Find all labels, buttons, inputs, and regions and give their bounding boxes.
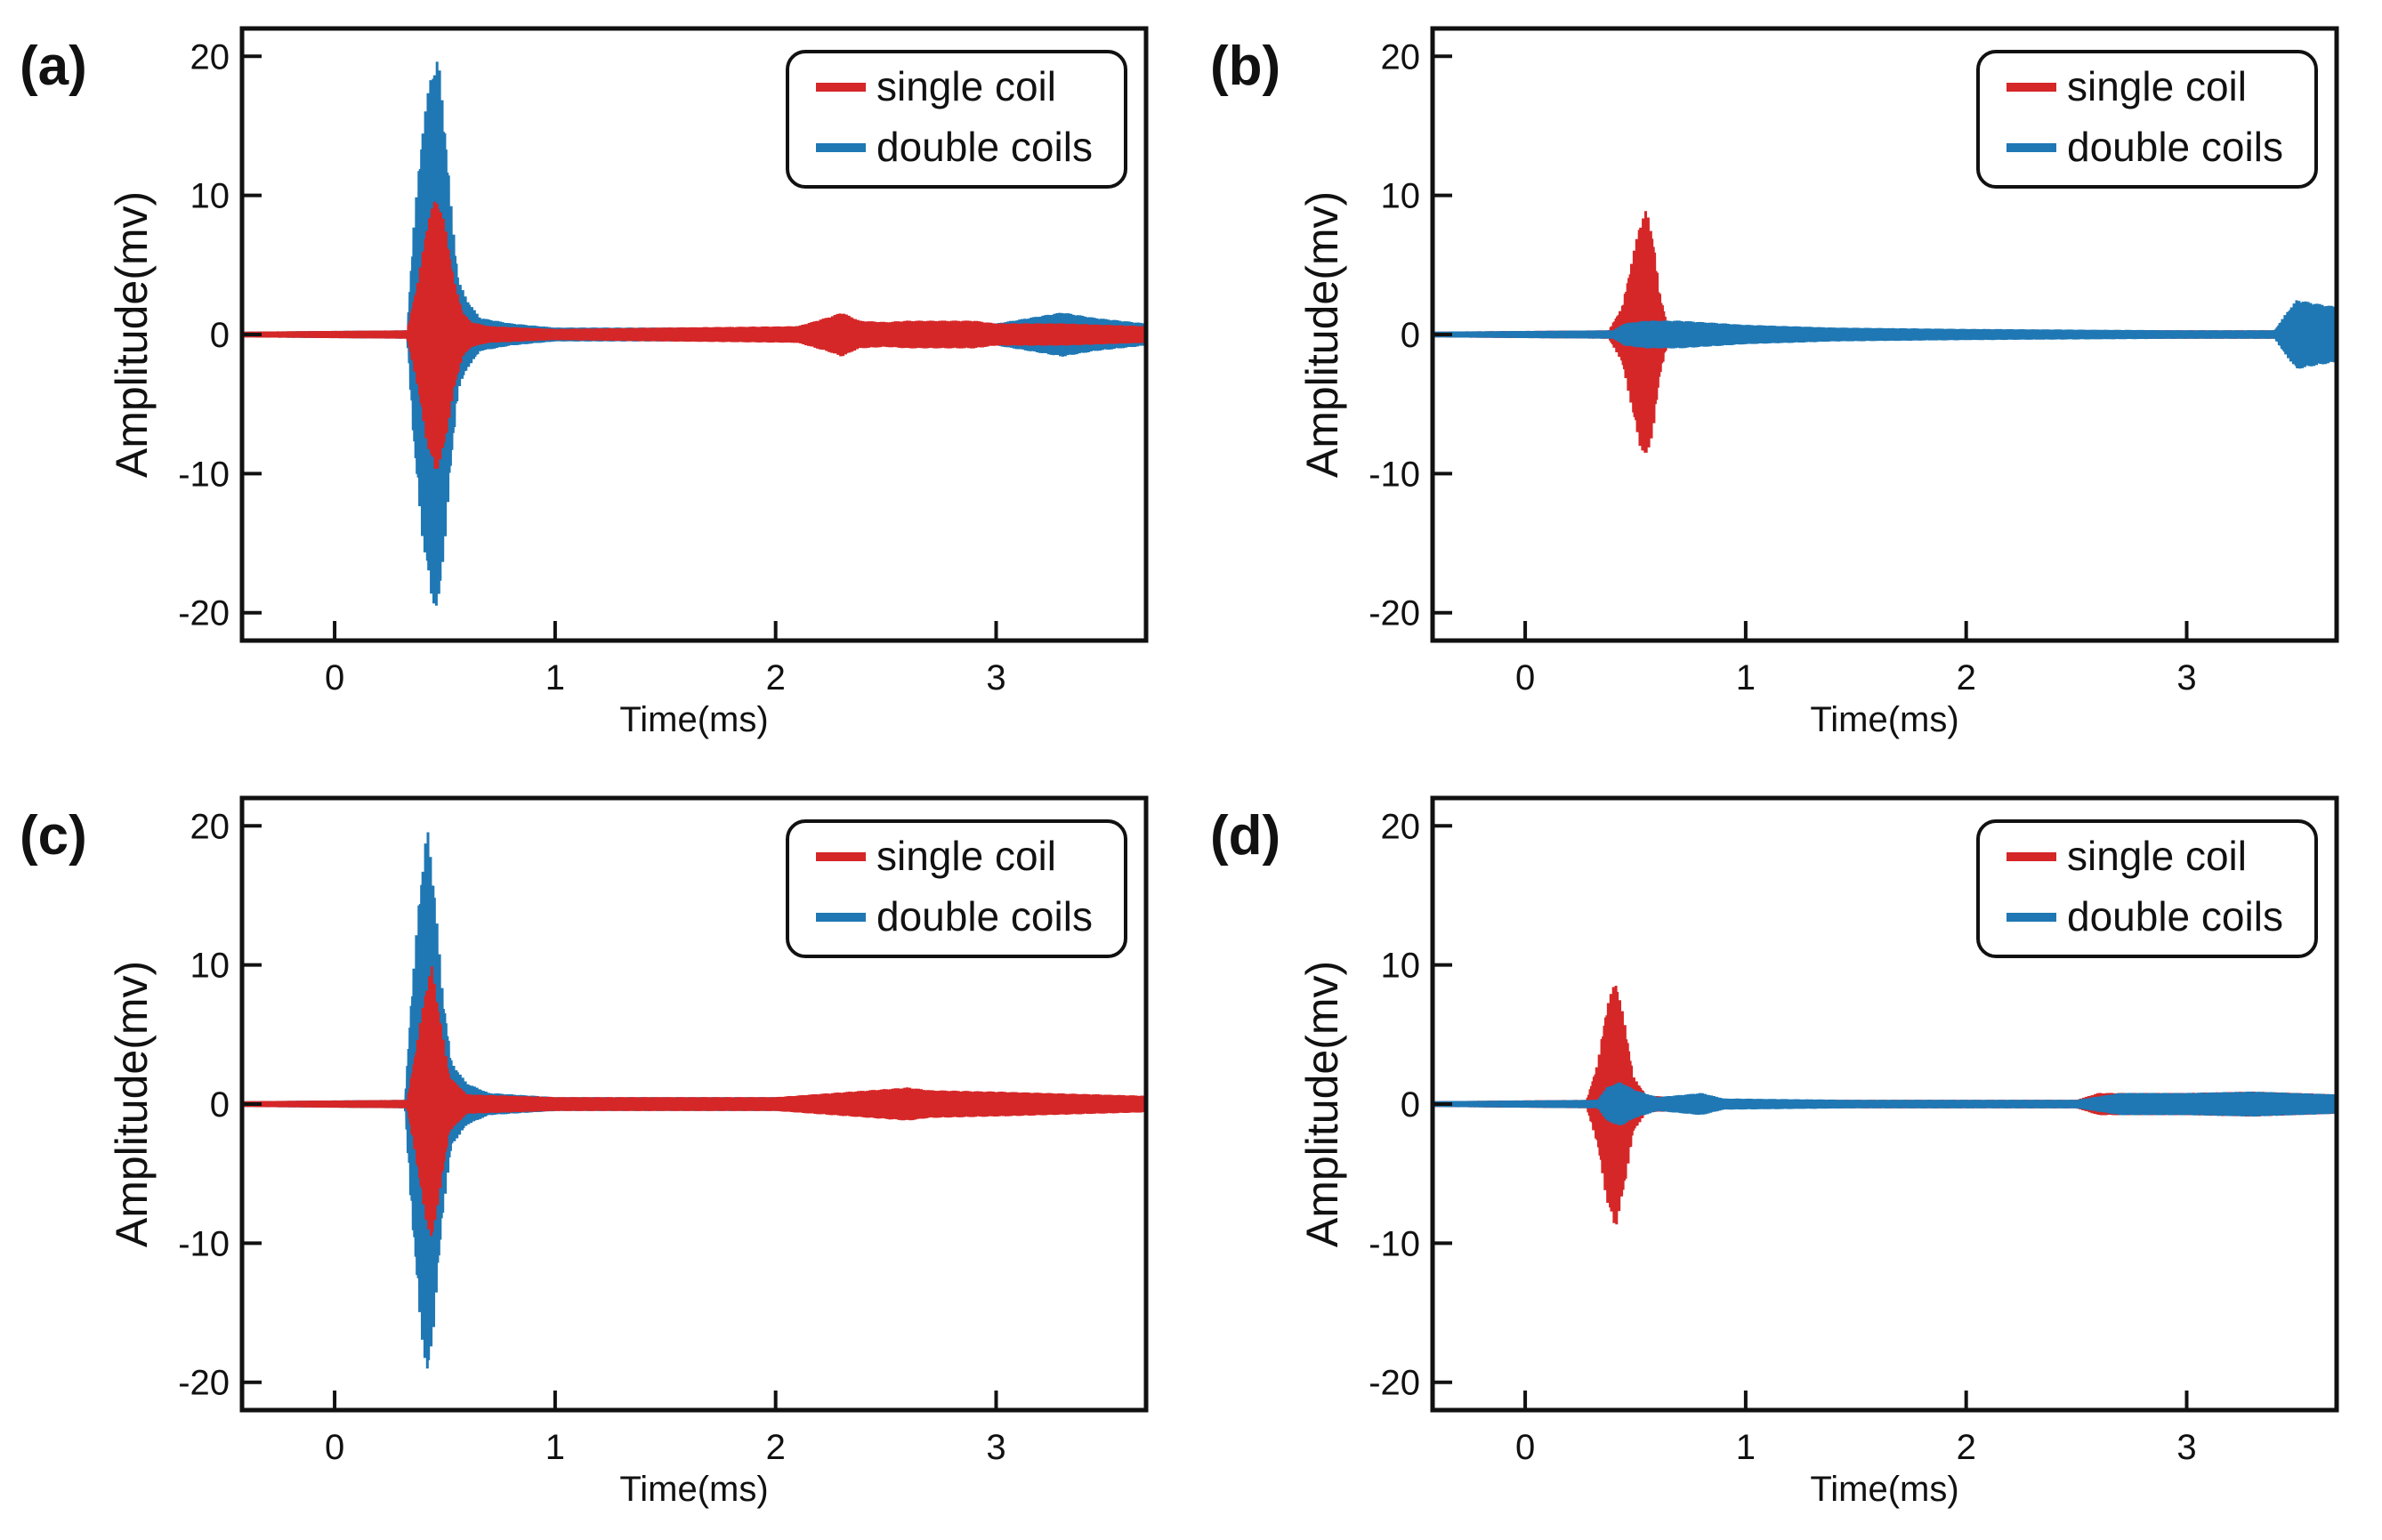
x-tick-label: 3	[986, 1428, 1005, 1467]
y-tick-label: -10	[1369, 1224, 1420, 1263]
y-axis-label: Amplitude(mv)	[1297, 191, 1347, 478]
panel-d: (d) 0 1 2 3 20 10 0 -10 -20 Time(ms) Amplitude(mv) s…	[1191, 770, 2381, 1539]
y-axis-label: Amplitude(mv)	[1297, 961, 1347, 1247]
y-tick-label: 10	[190, 177, 230, 216]
panel-label: (d)	[1210, 805, 1280, 867]
chart-svg: (b) 0 1 2 3 20 10 0 -10 -20 Time(ms) Amplitude(mv) s…	[1210, 26, 2339, 739]
y-tick-label: 10	[1381, 947, 1421, 986]
y-tick-label: 20	[190, 37, 230, 77]
panel-label: (a)	[20, 36, 87, 97]
x-tick-label: 0	[325, 658, 344, 697]
x-axis-label: Time(ms)	[619, 700, 768, 739]
panel-label: (c)	[20, 805, 87, 867]
x-tick-label: 3	[2176, 1428, 2196, 1467]
legend: single coil double coils	[786, 50, 1127, 189]
y-axis-label: Amplitude(mv)	[107, 191, 157, 478]
legend-box	[1976, 819, 2318, 958]
y-tick-label: -10	[1369, 455, 1420, 494]
legend: single coil double coils	[1976, 50, 2318, 189]
x-tick-label: 2	[1957, 658, 1976, 697]
x-tick-label: 0	[1515, 1428, 1535, 1467]
x-axis-label: Time(ms)	[1810, 1470, 1958, 1509]
legend-label: double coils	[2067, 124, 2283, 170]
x-tick-label: 1	[1736, 1428, 1756, 1467]
legend-box	[1976, 50, 2318, 189]
chart-svg: (c) 0 1 2 3 20 10 0 -10 -20 Time(ms) Amplitude(mv) s…	[20, 795, 1149, 1509]
series-line-single-coil	[242, 966, 1146, 1237]
x-tick-label: 3	[2176, 658, 2196, 697]
panel-b: (b) 0 1 2 3 20 10 0 -10 -20 Time(ms) Amplitude(mv) s…	[1191, 0, 2381, 770]
y-tick-label: 0	[1401, 1085, 1420, 1125]
y-tick-label: -20	[178, 594, 230, 633]
legend-label: single coil	[876, 63, 1056, 109]
x-tick-label: 0	[325, 1428, 344, 1467]
y-tick-label: 10	[1381, 177, 1421, 216]
x-axis-label: Time(ms)	[1810, 700, 1958, 739]
x-tick-label: 1	[1736, 658, 1756, 697]
legend-box	[786, 819, 1127, 958]
legend-box	[786, 50, 1127, 189]
panel-c: (c) 0 1 2 3 20 10 0 -10 -20 Time(ms) Amplitude(mv) s…	[0, 770, 1191, 1539]
panel-label: (b)	[1210, 36, 1280, 97]
y-tick-label: -10	[178, 1224, 230, 1263]
x-tick-label: 1	[545, 658, 565, 697]
y-tick-label: -10	[178, 455, 230, 494]
legend-label: single coil	[876, 833, 1056, 879]
y-tick-label: 20	[1381, 807, 1421, 846]
chart-svg: (d) 0 1 2 3 20 10 0 -10 -20 Time(ms) Amplitude(mv) s…	[1210, 795, 2339, 1509]
panel-a: (a) 0 1 2 3 20 10 0 -10 -20 Time(ms) Amplitude(mv) s…	[0, 0, 1191, 770]
y-tick-label: 0	[1401, 316, 1420, 355]
series-line-double-coils	[1433, 1082, 2337, 1125]
y-tick-label: 20	[1381, 37, 1421, 77]
series-line-double-coils	[1433, 300, 2337, 369]
x-tick-label: 1	[545, 1428, 565, 1467]
x-tick-label: 2	[766, 1428, 786, 1467]
y-axis-label: Amplitude(mv)	[107, 961, 157, 1247]
y-tick-label: -20	[1369, 1364, 1420, 1403]
legend-label: double coils	[876, 124, 1093, 170]
y-tick-label: -20	[178, 1364, 230, 1403]
y-tick-label: 10	[190, 947, 230, 986]
x-tick-label: 0	[1515, 658, 1535, 697]
x-tick-label: 2	[766, 658, 786, 697]
legend: single coil double coils	[1976, 819, 2318, 958]
y-tick-label: 0	[210, 316, 230, 355]
x-tick-label: 3	[986, 658, 1005, 697]
y-tick-label: 20	[190, 807, 230, 846]
chart-svg: (a) 0 1 2 3 20 10 0 -10 -20 Time(ms) Amplitude(mv) s…	[20, 26, 1149, 739]
y-tick-label: -20	[1369, 594, 1420, 633]
series-line-single-coil	[242, 201, 1146, 470]
y-tick-label: 0	[210, 1085, 230, 1125]
legend-label: single coil	[2067, 63, 2247, 109]
legend: single coil double coils	[786, 819, 1127, 958]
legend-label: single coil	[2067, 833, 2247, 879]
x-tick-label: 2	[1957, 1428, 1976, 1467]
legend-label: double coils	[876, 893, 1093, 939]
legend-label: double coils	[2067, 893, 2283, 939]
x-axis-label: Time(ms)	[619, 1470, 768, 1509]
